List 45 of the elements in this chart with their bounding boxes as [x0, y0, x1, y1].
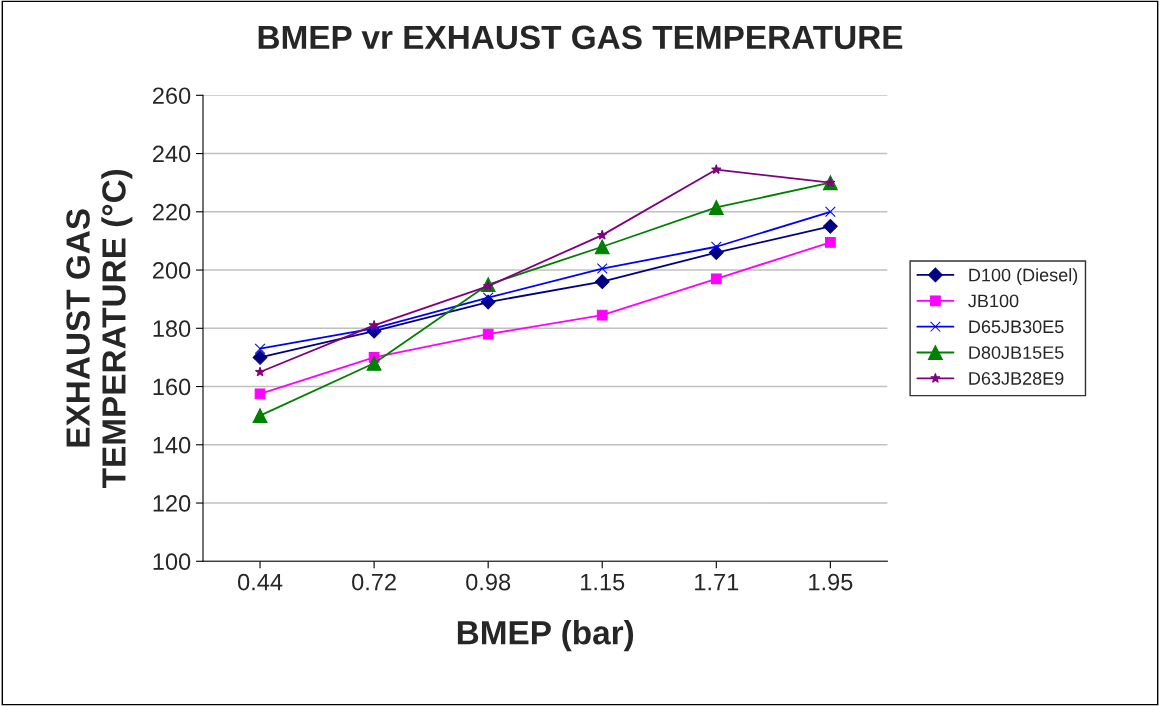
y-tick-label: 160	[153, 378, 191, 396]
point	[594, 239, 610, 255]
chart-title: BMEP vr EXHAUST GAS TEMPERATURE	[258, 25, 903, 50]
point	[597, 229, 608, 240]
point	[482, 328, 494, 340]
x-tick-label: 0.98	[466, 573, 511, 591]
y-tick-label: 120	[153, 495, 191, 512]
x-tick-label: 1.95	[809, 573, 853, 591]
point	[368, 322, 380, 334]
point	[708, 199, 724, 215]
y-axis-title: EXHAUST GAS TEMPERATURE (°C)	[66, 169, 133, 488]
y-tick-label: 220	[152, 203, 191, 221]
legend-label: D63JB28E9	[969, 372, 1064, 385]
y-tick-label: 260	[152, 87, 191, 105]
point	[824, 237, 836, 248]
point	[824, 206, 836, 218]
y-tick-label: 100	[153, 553, 191, 571]
point	[366, 355, 382, 371]
x-tick-label: 1.15	[581, 573, 625, 591]
point	[254, 388, 266, 400]
y-tick-label: 200	[152, 262, 191, 279]
point	[252, 408, 268, 424]
point	[482, 292, 494, 304]
x-tick-label: 0.72	[352, 573, 396, 591]
y-tick-label: 240	[152, 145, 191, 163]
legend-label: D80JB15E5	[969, 346, 1064, 359]
point	[594, 274, 610, 290]
point	[710, 273, 722, 285]
point	[710, 241, 722, 253]
x-axis-title: BMEP (bar)	[457, 620, 634, 652]
y-tick-label: 140	[153, 436, 191, 454]
point	[711, 164, 722, 175]
legend-label: JB100	[968, 294, 1019, 308]
point	[596, 263, 608, 274]
legend-label: D65JB30E5	[969, 320, 1064, 334]
x-tick-label: 0.44	[237, 573, 283, 591]
point	[252, 350, 268, 365]
point	[254, 343, 266, 355]
point	[596, 309, 608, 321]
y-tick-label: 180	[153, 320, 191, 338]
x-tick-label: 1.71	[695, 573, 739, 591]
point	[822, 218, 838, 234]
point	[254, 366, 266, 377]
legend-label: D100 (Diesel)	[969, 268, 1078, 285]
point	[368, 320, 380, 330]
